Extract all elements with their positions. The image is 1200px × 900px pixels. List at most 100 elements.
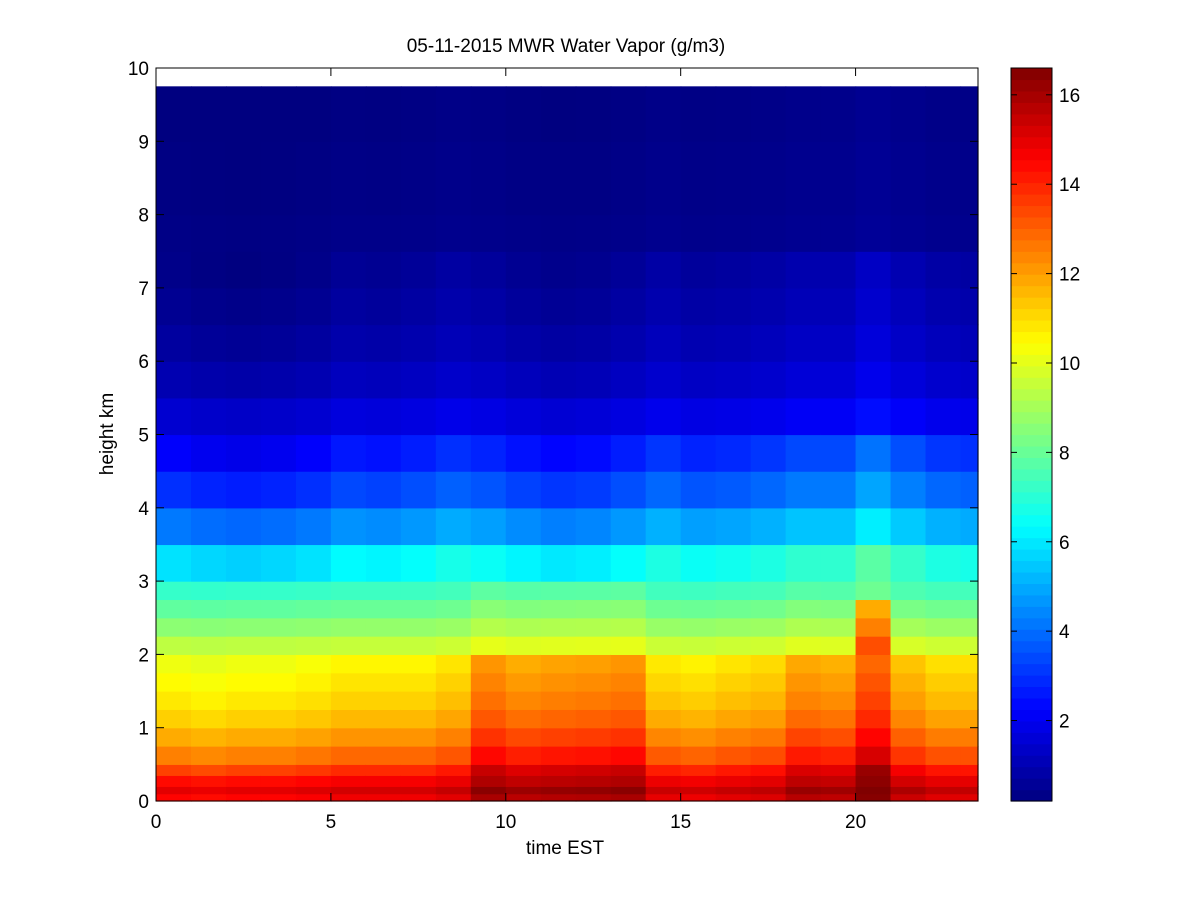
heatmap-cell — [365, 434, 402, 472]
heatmap-cell — [540, 727, 577, 747]
heatmap-cell — [156, 324, 192, 362]
heatmap-cell — [400, 141, 437, 216]
heatmap-cell — [610, 397, 647, 436]
heatmap-cell — [890, 793, 927, 802]
heatmap-cell — [505, 775, 542, 787]
heatmap-cell — [645, 141, 682, 216]
heatmap-cell — [435, 507, 472, 546]
heatmap-cell — [610, 636, 647, 655]
x-tick-label: 0 — [151, 812, 162, 833]
y-tick-label: 9 — [138, 132, 149, 153]
heatmap-cell — [750, 764, 787, 776]
heatmap-cell — [156, 141, 192, 216]
heatmap-cell — [330, 361, 367, 399]
heatmap-cell — [156, 672, 192, 692]
heatmap-cell — [540, 764, 577, 776]
heatmap-cell — [435, 786, 472, 795]
heatmap-cell — [295, 775, 332, 787]
colorbar-segment — [1011, 102, 1052, 115]
y-tick-label: 8 — [138, 206, 149, 227]
heatmap-cell — [295, 636, 332, 655]
heatmap-cell — [890, 654, 927, 674]
colorbar-tick-label: 14 — [1059, 175, 1081, 196]
heatmap-cell — [610, 793, 647, 802]
heatmap-cell — [225, 727, 262, 747]
heatmap-cell — [156, 764, 192, 776]
heatmap-cell — [575, 324, 612, 362]
heatmap-cell — [890, 324, 927, 362]
heatmap-cell — [260, 617, 297, 637]
heatmap-cell — [435, 636, 472, 655]
colorbar-segment — [1011, 239, 1052, 252]
heatmap-cell — [680, 86, 717, 142]
heatmap-cell — [890, 397, 927, 436]
heatmap-cell — [750, 86, 787, 142]
heatmap-cell — [470, 86, 507, 142]
heatmap-cell — [365, 324, 402, 362]
heatmap-cell — [540, 691, 577, 710]
heatmap-cell — [260, 764, 297, 776]
heatmap-cell — [400, 581, 437, 601]
heatmap-cell — [225, 581, 262, 601]
heatmap-cell — [855, 251, 892, 289]
heatmap-cell — [435, 709, 472, 729]
heatmap-cell — [785, 544, 822, 582]
colorbar-segment — [1011, 640, 1052, 653]
heatmap-cell — [610, 471, 647, 509]
heatmap-cell — [785, 764, 822, 776]
colorbar-segment — [1011, 205, 1052, 218]
colorbar-segment — [1011, 319, 1052, 333]
heatmap-cell — [505, 636, 542, 655]
heatmap-cell — [365, 764, 402, 776]
heatmap-cell — [505, 434, 542, 472]
colorbar-segment — [1011, 766, 1052, 779]
heatmap-cell — [960, 86, 979, 142]
heatmap-cell — [156, 507, 192, 546]
heatmap-cell — [890, 581, 927, 601]
heatmap-cell — [960, 581, 979, 601]
heatmap-cell — [260, 672, 297, 692]
heatmap-cell — [156, 654, 192, 674]
colorbar-segment — [1011, 274, 1052, 287]
heatmap-cell — [785, 775, 822, 787]
heatmap-cell — [365, 507, 402, 546]
heatmap-cell — [715, 434, 752, 472]
heatmap-cell — [750, 599, 787, 619]
heatmap-cell — [540, 599, 577, 619]
heatmap-cell — [470, 324, 507, 362]
heatmap-cell — [925, 793, 962, 802]
heatmap-cell — [260, 786, 297, 795]
heatmap-cell — [400, 397, 437, 436]
heatmap-cell — [435, 691, 472, 710]
heatmap-cell — [820, 775, 857, 787]
heatmap-cell — [855, 141, 892, 216]
heatmap-cell — [400, 214, 437, 252]
heatmap-cell — [925, 617, 962, 637]
heatmap-cell — [890, 764, 927, 776]
heatmap-cell — [260, 361, 297, 399]
y-tick-label: 1 — [138, 719, 149, 740]
heatmap-cell — [330, 727, 367, 747]
heatmap-cell — [715, 214, 752, 252]
heatmap-cell — [785, 672, 822, 692]
heatmap-cell — [960, 544, 979, 582]
heatmap-cell — [260, 581, 297, 601]
heatmap-cell — [435, 581, 472, 601]
heatmap-cell — [190, 599, 227, 619]
heatmap-cell — [295, 746, 332, 765]
heatmap-cell — [820, 324, 857, 362]
heatmap-cell — [750, 672, 787, 692]
heatmap-cell — [575, 793, 612, 802]
heatmap-cell — [960, 746, 979, 765]
colorbar-segment — [1011, 480, 1052, 493]
heatmap-cell — [156, 397, 192, 436]
heatmap-cell — [505, 617, 542, 637]
heatmap-cell — [225, 617, 262, 637]
heatmap-cell — [400, 775, 437, 787]
heatmap-cell — [960, 361, 979, 399]
heatmap-cell — [890, 287, 927, 326]
heatmap-cell — [610, 599, 647, 619]
heatmap-cell — [295, 544, 332, 582]
heatmap-cell — [890, 434, 927, 472]
heatmap-cell — [435, 793, 472, 802]
